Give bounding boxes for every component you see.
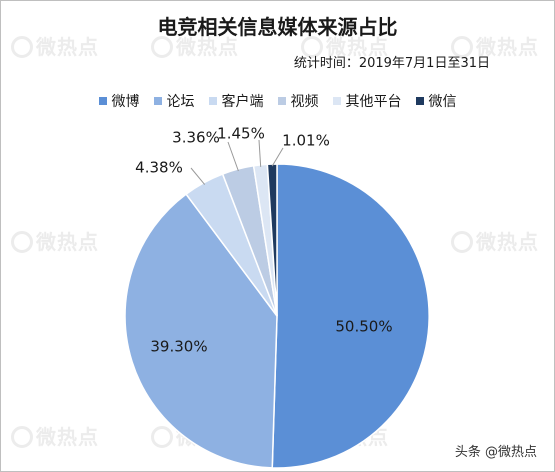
data-label: 4.38%: [135, 159, 183, 177]
legend-label: 客户端: [221, 94, 264, 110]
legend-label: 微博: [111, 94, 140, 110]
legend-item: 其他平台: [332, 91, 402, 111]
chart-subtitle: 统计时间：2019年7月1日至31日: [293, 56, 490, 71]
data-label: 3.36%: [172, 129, 220, 147]
pie-slice: [124, 193, 278, 469]
pie-slice: [266, 163, 278, 317]
leader-line: [190, 167, 206, 185]
data-label: 1.45%: [217, 125, 265, 143]
legend-item: 视频: [277, 91, 319, 111]
legend-swatch: [153, 97, 162, 105]
data-label: 39.30%: [150, 338, 207, 356]
legend-swatch: [415, 97, 424, 105]
footer-credit: 头条 @微热点: [451, 440, 540, 461]
leader-line: [271, 147, 284, 167]
legend-item: 微博: [98, 91, 140, 111]
legend-label: 其他平台: [345, 94, 402, 110]
pie-slice: [271, 163, 430, 469]
legend-label: 论坛: [166, 94, 195, 110]
legend-label: 微信: [428, 94, 457, 110]
legend-swatch: [98, 97, 107, 105]
data-label: 1.01%: [282, 132, 330, 150]
legend-swatch: [332, 97, 341, 105]
legend-label: 视频: [290, 94, 319, 110]
data-label: 50.50%: [335, 318, 392, 336]
leader-line: [227, 141, 239, 172]
legend-swatch: [277, 97, 286, 105]
legend-item: 客户端: [208, 91, 264, 111]
legend-item: 论坛: [153, 91, 195, 111]
legend-item: 微信: [415, 91, 457, 111]
leader-line: [258, 139, 262, 167]
legend-swatch: [208, 97, 217, 105]
chart-title: 电竞相关信息媒体来源占比: [157, 15, 398, 39]
chart-legend: 微博 论坛 客户端 视频 其他平台 微信: [1, 91, 554, 111]
